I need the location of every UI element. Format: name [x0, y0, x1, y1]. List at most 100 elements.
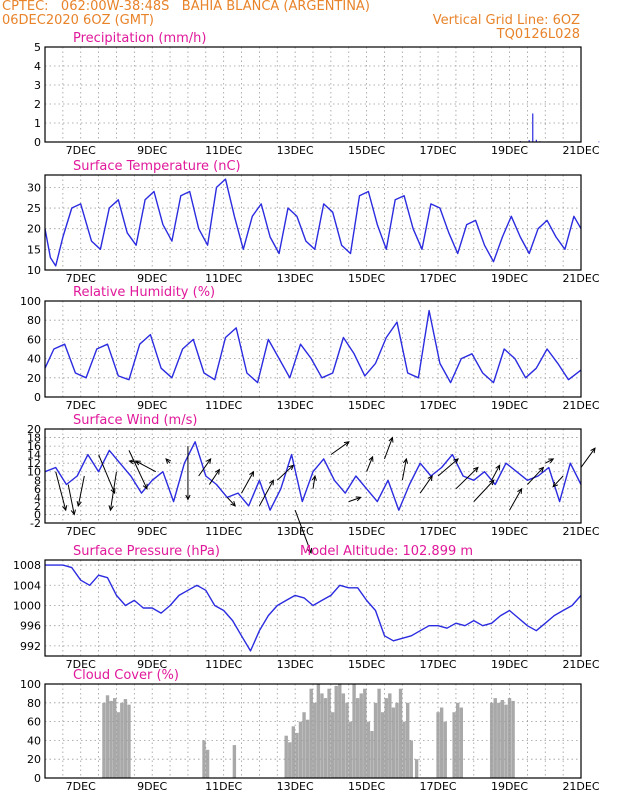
bar [205, 749, 210, 778]
bar [202, 740, 206, 778]
bar [504, 704, 508, 778]
bar [352, 684, 356, 778]
x-tick-label: 17DEC [420, 399, 457, 412]
wind-vector-head [165, 458, 171, 464]
panel-annotation: Model Altitude: 102.899 m [300, 544, 473, 559]
bar [528, 140, 530, 142]
bar [366, 721, 371, 778]
bar [409, 740, 413, 778]
bar [439, 707, 444, 778]
y-tick-label: 60 [27, 716, 41, 729]
x-tick-label: 9DEC [137, 399, 167, 412]
y-tick-label: 80 [27, 697, 41, 710]
wind-vector [552, 475, 564, 488]
wind-vector-shaft [208, 469, 220, 485]
wind-vector-shaft [580, 447, 596, 468]
x-tick-label: 15DEC [348, 780, 385, 793]
bar [284, 735, 288, 778]
wind-vector-shaft [383, 437, 393, 460]
bar [330, 712, 335, 778]
y-tick-label: -2 [30, 517, 41, 530]
bar [359, 693, 363, 778]
wind-vector-head [590, 447, 596, 454]
panel-4: Surface Pressure (hPa) Model Altitude: 10… [13, 544, 600, 671]
bar [414, 759, 419, 778]
bar [535, 139, 537, 142]
bar [443, 721, 447, 778]
y-tick-label: 1 [34, 117, 41, 130]
x-tick-label: 17DEC [420, 658, 457, 671]
x-tick-label: 19DEC [491, 144, 528, 157]
bar [327, 688, 331, 778]
bar [309, 688, 313, 778]
y-tick-label: 25 [27, 202, 41, 215]
panel-frame [44, 428, 582, 524]
wind-vector-shaft [552, 475, 564, 488]
bar [452, 712, 456, 778]
x-tick-label: 13DEC [277, 399, 314, 412]
x-tick-label: 11DEC [205, 272, 242, 285]
wind-vector-head [62, 505, 68, 512]
y-tick-label: 40 [27, 353, 41, 366]
wind-vector-shaft [128, 450, 148, 490]
bar [109, 700, 113, 778]
wind-vector-shaft [77, 475, 85, 507]
wind-vector [76, 475, 85, 508]
bar [388, 693, 392, 778]
y-tick-label: 100 [20, 678, 41, 691]
wind-vector-shaft [294, 510, 312, 554]
x-tick-label: 7DEC [66, 525, 96, 538]
wind-vector-shaft [67, 484, 75, 515]
bar [459, 707, 463, 778]
wind-vector [198, 457, 212, 477]
y-tick-label: 100 [20, 295, 41, 308]
panel-0: Precipitation (mm/h) 0 1 2 3 4 5 7DEC 9DEC 11DEC 1… [34, 31, 600, 157]
wind-vector [545, 458, 555, 464]
wind-vector [311, 474, 317, 489]
wind-vector-shaft [330, 441, 350, 456]
y-tick-label: 20 [27, 223, 41, 236]
x-tick-label: 13DEC [277, 525, 314, 538]
bar [232, 745, 237, 778]
panel-title: Cloud Cover (%) [73, 668, 179, 683]
series-line [44, 309, 582, 384]
wind-vector [491, 464, 501, 481]
y-tick-label: 18 [27, 432, 41, 445]
bar [112, 698, 117, 778]
y-tick-label: 8 [34, 474, 41, 487]
wind-vector-head [388, 436, 394, 443]
x-tick-label: 15DEC [348, 144, 385, 157]
wind-vector [348, 496, 362, 503]
bar [127, 704, 131, 778]
bar [316, 684, 321, 778]
bar [370, 731, 374, 778]
wind-vector [165, 458, 171, 464]
x-tick-label: 19DEC [491, 780, 528, 793]
wind-vector-shaft [509, 488, 522, 511]
x-tick-label: 17DEC [420, 272, 457, 285]
bar [363, 688, 367, 778]
wind-vector-head [355, 496, 362, 502]
wind-vector-head [76, 500, 82, 508]
wind-vector-head [134, 460, 141, 466]
wind-vector-head [128, 459, 135, 465]
bar [302, 712, 306, 778]
wind-vector-head [552, 481, 558, 488]
y-tick-label: 30 [27, 181, 41, 194]
wind-vector [185, 446, 191, 501]
wind-vector [580, 447, 596, 468]
bar [355, 698, 360, 778]
wind-vector [455, 466, 479, 490]
panel-frame [44, 174, 582, 271]
bar [384, 698, 388, 778]
x-tick-label: 9DEC [137, 658, 167, 671]
y-tick-label: 996 [20, 620, 41, 633]
wind-vector [383, 436, 394, 460]
wind-vector-head [343, 441, 350, 447]
wind-vector-head [402, 457, 409, 464]
header-code: TQ0126L028 [496, 27, 580, 42]
x-tick-label: 7DEC [66, 272, 96, 285]
x-tick-label: 13DEC [277, 658, 314, 671]
wind-vector [366, 455, 374, 472]
x-tick-label: 21DEC [562, 272, 599, 285]
